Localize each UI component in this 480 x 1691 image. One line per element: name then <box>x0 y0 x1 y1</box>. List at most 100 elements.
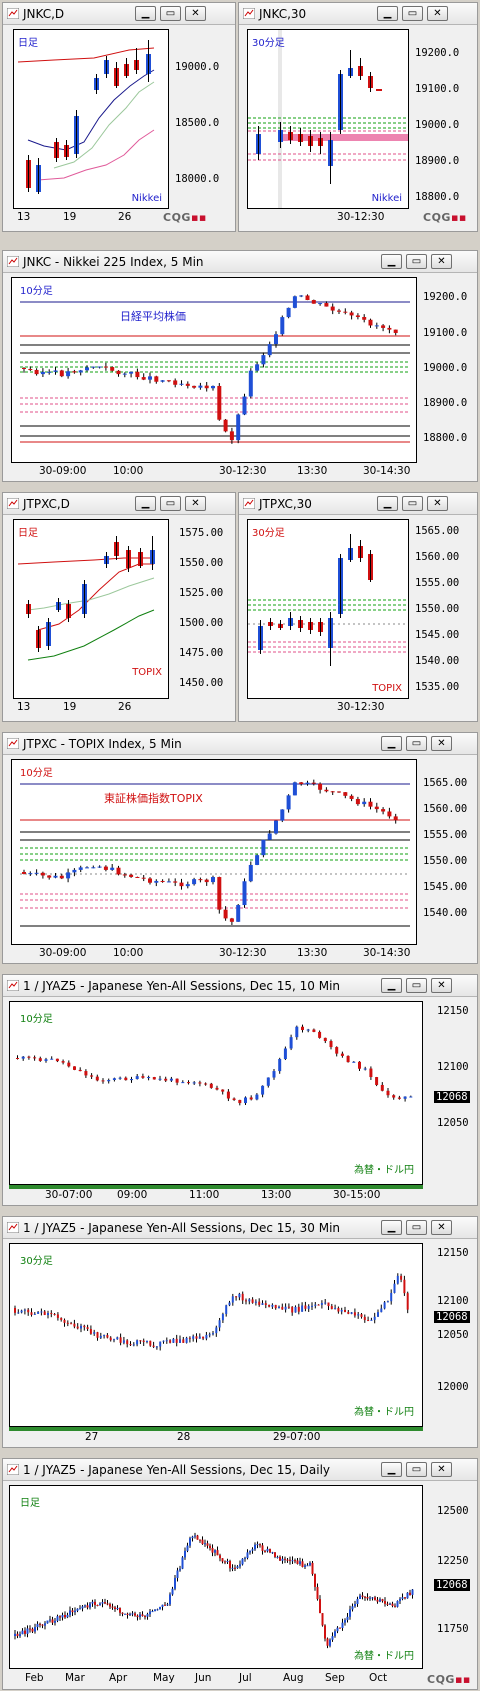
chart-plot-area[interactable]: 30分足 為替・ドル円 <box>9 1243 423 1427</box>
candle-body <box>78 1069 82 1072</box>
candle-body <box>320 1303 323 1305</box>
y-tick: 19000.0 <box>423 362 468 374</box>
window-titlebar[interactable]: JTPXC,D ▁ ▭ ✕ <box>3 493 235 515</box>
close-button[interactable]: ✕ <box>431 1220 452 1235</box>
candle-body <box>103 1335 106 1337</box>
y-tick: 12150 <box>437 1247 469 1259</box>
window-titlebar[interactable]: 1 / JYAZ5 - Japanese Yen-All Sessions, D… <box>3 975 477 997</box>
time-scrollbar[interactable] <box>9 1185 423 1189</box>
close-button[interactable]: ✕ <box>427 6 448 21</box>
chart-plot-area[interactable]: 10分足 東証株価指数TOPIX <box>11 759 417 945</box>
chart-plot-area[interactable]: 日足 Nikkei <box>13 29 169 209</box>
candle-body <box>187 1082 190 1084</box>
minimize-button[interactable]: ▁ <box>381 254 402 269</box>
window-titlebar[interactable]: JNKC,30 ▁ ▭ ✕ <box>239 3 477 25</box>
minimize-button[interactable]: ▁ <box>381 736 402 751</box>
candle-body <box>261 1545 264 1551</box>
y-tick: 12100 <box>437 1295 469 1307</box>
candle-body <box>311 1562 314 1575</box>
window-jnkc-5min: JNKC - Nikkei 225 Index, 5 Min ▁ ▭ ✕ 10分… <box>2 250 478 482</box>
candle-body <box>209 1545 211 1549</box>
chart-plot-area[interactable]: 日足 為替・ドル円 <box>9 1485 423 1669</box>
candle-body <box>63 1319 66 1323</box>
restore-button[interactable]: ▭ <box>402 496 423 511</box>
restore-button[interactable]: ▭ <box>402 6 423 21</box>
chart-plot-area[interactable]: 10分足 日経平均株価 <box>11 277 417 463</box>
candle-body <box>343 311 348 313</box>
restore-button[interactable]: ▭ <box>406 1220 427 1235</box>
candle-body <box>116 1337 119 1340</box>
y-tick: 19100.0 <box>423 327 468 339</box>
close-button[interactable]: ✕ <box>427 496 448 511</box>
restore-button[interactable]: ▭ <box>160 6 181 21</box>
close-button[interactable]: ✕ <box>185 496 206 511</box>
minimize-button[interactable]: ▁ <box>381 1220 402 1235</box>
minimize-button[interactable]: ▁ <box>381 978 402 993</box>
time-scrollbar[interactable] <box>9 1427 423 1431</box>
candles <box>26 40 151 194</box>
candle-body <box>393 329 398 333</box>
x-tick: 09:00 <box>117 1189 148 1201</box>
candle-body <box>110 367 115 371</box>
minimize-button[interactable]: ▁ <box>135 6 156 21</box>
restore-button[interactable]: ▭ <box>406 736 427 751</box>
y-tick: 12500 <box>437 1505 469 1517</box>
restore-button[interactable]: ▭ <box>406 1462 427 1477</box>
window-titlebar[interactable]: JTPXC - TOPIX Index, 5 Min ▁ ▭ ✕ <box>3 733 477 755</box>
close-button[interactable]: ✕ <box>431 978 452 993</box>
chart-plot-area[interactable]: 10分足 為替・ドル円 <box>9 1001 423 1185</box>
x-tick: Mar <box>65 1672 85 1684</box>
x-tick: 30-12:30 <box>337 701 385 713</box>
candle-body <box>411 1589 414 1595</box>
candle-body <box>112 1078 116 1080</box>
y-tick: 1540.00 <box>423 907 468 919</box>
restore-button[interactable]: ▭ <box>160 496 181 511</box>
window-titlebar[interactable]: 1 / JYAZ5 - Japanese Yen-All Sessions, D… <box>3 1217 477 1239</box>
candle-body <box>381 809 386 812</box>
chart-window-icon <box>7 1464 19 1475</box>
candle-body <box>206 1543 209 1546</box>
candle-body <box>155 1346 158 1348</box>
timeframe-label: 日足 <box>18 528 38 539</box>
chart-plot-area[interactable]: 30分足 TOPIX <box>247 519 409 699</box>
close-button[interactable]: ✕ <box>185 6 206 21</box>
candle-body <box>287 1306 290 1308</box>
window-titlebar[interactable]: 1 / JYAZ5 - Japanese Yen-All Sessions, D… <box>3 1459 477 1481</box>
candle-body <box>386 1090 390 1096</box>
chart-plot-area[interactable]: 日足 TOPIX <box>13 519 169 699</box>
candle-body <box>353 1312 356 1316</box>
candle-body <box>139 1340 142 1342</box>
candle-body <box>162 1340 165 1342</box>
window-titlebar[interactable]: JTPXC,30 ▁ ▭ ✕ <box>239 493 477 515</box>
candle-body <box>21 1056 25 1059</box>
candle-body <box>179 882 184 887</box>
close-button[interactable]: ✕ <box>431 736 452 751</box>
restore-button[interactable]: ▭ <box>406 978 427 993</box>
candle-body <box>274 820 278 834</box>
minimize-button[interactable]: ▁ <box>377 6 398 21</box>
candle-body <box>334 1308 337 1310</box>
window-jnkc-daily: JNKC,D ▁ ▭ ✕ 日足 Nikkei <box>2 2 236 232</box>
minimize-button[interactable]: ▁ <box>377 496 398 511</box>
candle-body <box>142 1340 145 1342</box>
candle-body <box>175 1338 178 1343</box>
close-button[interactable]: ✕ <box>431 1462 452 1477</box>
candle-body <box>331 1636 334 1640</box>
window-titlebar[interactable]: JNKC - Nikkei 225 Index, 5 Min ▁ ▭ ✕ <box>3 251 477 273</box>
restore-button[interactable]: ▭ <box>406 254 427 269</box>
candle-body <box>141 877 146 879</box>
candle-body <box>249 1097 253 1100</box>
candle-body <box>21 1630 24 1635</box>
candle-body <box>174 1577 176 1589</box>
y-tick: 12150 <box>437 1005 469 1017</box>
candle-body <box>291 1306 294 1313</box>
minimize-button[interactable]: ▁ <box>135 496 156 511</box>
close-button[interactable]: ✕ <box>431 254 452 269</box>
chart-plot-area[interactable]: 30分足 Nikkei <box>247 29 409 209</box>
minimize-button[interactable]: ▁ <box>381 1462 402 1477</box>
window-titlebar[interactable]: JNKC,D ▁ ▭ ✕ <box>3 3 235 25</box>
candle-body <box>360 1314 363 1317</box>
candle-body <box>67 1062 71 1067</box>
candle-body <box>130 1079 133 1081</box>
x-tick: Sep <box>325 1672 345 1684</box>
